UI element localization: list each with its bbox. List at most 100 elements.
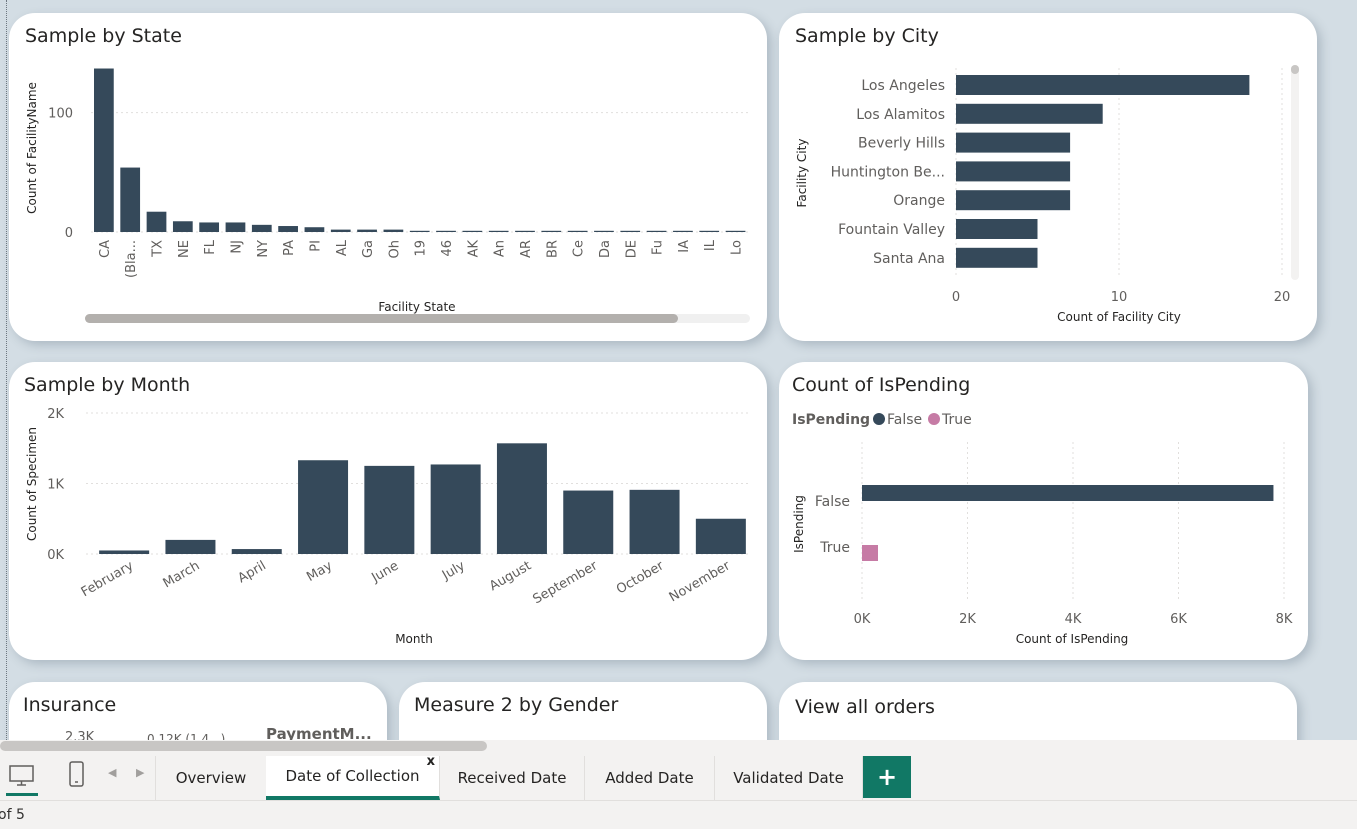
x-tick-label: April bbox=[236, 558, 269, 586]
x-tick-label: An bbox=[493, 240, 508, 257]
mobile-icon[interactable] bbox=[66, 760, 88, 790]
y-tick-label: Los Alamitos bbox=[856, 107, 945, 123]
y-axis-title: Count of FacilityName bbox=[25, 82, 39, 214]
bar bbox=[673, 230, 693, 232]
tab-added-date[interactable]: Added Date bbox=[585, 756, 715, 800]
y-tick-label: 0 bbox=[65, 226, 73, 241]
x-tick-label: PI bbox=[308, 240, 323, 252]
x-tick-label: 2K bbox=[959, 612, 976, 627]
x-tick-label: AL bbox=[335, 239, 350, 256]
bar bbox=[120, 167, 141, 232]
y-tick-label: False bbox=[815, 494, 850, 510]
bar bbox=[304, 227, 325, 232]
x-tick-label: TX bbox=[151, 240, 166, 258]
card-sample-by-month[interactable]: Sample by Month 0K 1K 2K February March April… bbox=[9, 362, 767, 660]
x-tick-label: November bbox=[667, 558, 734, 605]
scrollbar-thumb[interactable] bbox=[85, 314, 678, 323]
bar bbox=[488, 230, 509, 232]
chart-sample-by-city[interactable]: 0 10 20 Los Angeles Los Alamitos Beverly Hill… bbox=[779, 13, 1317, 341]
bar bbox=[94, 68, 114, 232]
chevron-left-icon[interactable]: ◀ bbox=[108, 766, 117, 779]
tab-divider bbox=[155, 756, 156, 800]
bar bbox=[629, 489, 680, 554]
bar bbox=[165, 539, 216, 554]
bar bbox=[409, 230, 430, 232]
bar bbox=[357, 229, 377, 232]
chart-sample-by-state[interactable]: 0 100 CA (Bla... TX NE FL NJ NY PA PI AL Ga Oh 19 46 AK A… bbox=[9, 13, 767, 341]
chevron-right-icon[interactable]: ▶ bbox=[136, 766, 145, 779]
bar bbox=[298, 460, 349, 554]
tab-overview[interactable]: Overview bbox=[156, 756, 267, 800]
bar bbox=[699, 230, 720, 232]
card-sample-by-city[interactable]: Sample by City 0 10 20 Los Angeles Los Alami… bbox=[779, 13, 1317, 341]
bar bbox=[225, 222, 246, 232]
y-tick-label: Santa Ana bbox=[873, 251, 945, 267]
bar bbox=[646, 230, 667, 232]
x-tick-label: 4K bbox=[1065, 612, 1082, 627]
bar bbox=[383, 229, 404, 232]
tab-received-date[interactable]: Received Date bbox=[440, 756, 585, 800]
status-bar: of 5 bbox=[0, 800, 1357, 829]
canvas-horizontal-scrollbar[interactable] bbox=[0, 741, 487, 751]
x-tick-label: May bbox=[304, 558, 335, 585]
bar bbox=[462, 230, 483, 232]
card-count-of-ispending[interactable]: Count of IsPending IsPending False True 0K 2… bbox=[779, 362, 1308, 660]
x-tick-label: NY bbox=[256, 240, 271, 258]
x-tick-label: 10 bbox=[1111, 290, 1128, 305]
tab-date-of-collection[interactable]: Date of Collection x bbox=[266, 754, 440, 800]
bar bbox=[172, 221, 193, 232]
card-title: Sample by State bbox=[25, 25, 182, 47]
card-title: View all orders bbox=[795, 696, 935, 718]
desktop-icon[interactable] bbox=[6, 756, 38, 796]
bar bbox=[594, 230, 614, 232]
x-tick-label: BR bbox=[545, 240, 560, 258]
card-sample-by-state[interactable]: Sample by State 0 100 CA (Bla... TX NE FL NJ NY P… bbox=[9, 13, 767, 341]
y-tick-label: 0K bbox=[47, 548, 64, 563]
x-axis-title: Facility State bbox=[378, 300, 455, 314]
x-tick-label: AK bbox=[466, 240, 481, 258]
card-title: Measure 2 by Gender bbox=[414, 694, 619, 716]
x-tick-label: March bbox=[161, 558, 203, 591]
bar bbox=[496, 443, 547, 554]
y-tick-label: Los Angeles bbox=[861, 78, 945, 94]
y-tick-label: 100 bbox=[48, 107, 73, 122]
add-page-button[interactable]: + bbox=[863, 756, 911, 798]
x-tick-label: June bbox=[368, 558, 401, 586]
y-tick-label: Orange bbox=[893, 193, 945, 209]
bar bbox=[956, 219, 1038, 239]
y-tick-label: Huntington Be... bbox=[831, 164, 945, 180]
y-tick-label: Beverly Hills bbox=[858, 136, 945, 152]
bar bbox=[199, 222, 220, 232]
bar bbox=[956, 75, 1250, 95]
x-tick-label: September bbox=[531, 558, 601, 607]
bar bbox=[956, 190, 1071, 211]
close-tab-icon[interactable]: x bbox=[426, 754, 435, 769]
card-title: Sample by City bbox=[795, 25, 939, 47]
bar bbox=[231, 549, 282, 554]
x-tick-label: IL bbox=[703, 239, 718, 251]
tab-validated-date[interactable]: Validated Date bbox=[715, 756, 863, 800]
bar bbox=[862, 545, 878, 561]
chart-sample-by-month[interactable]: 0K 1K 2K February March April May June July Augus… bbox=[9, 362, 767, 660]
bar bbox=[146, 211, 167, 232]
scrollbar-thumb[interactable] bbox=[1291, 65, 1299, 74]
x-tick-label: AR bbox=[519, 240, 534, 258]
x-tick-label: Ga bbox=[361, 240, 376, 258]
x-tick-label: 8K bbox=[1276, 612, 1293, 627]
x-tick-label: 0K bbox=[854, 612, 871, 627]
bar bbox=[251, 224, 272, 232]
bar bbox=[620, 230, 641, 232]
x-tick-label: 19 bbox=[414, 240, 429, 257]
bar bbox=[956, 247, 1038, 268]
x-axis-title: Month bbox=[395, 632, 433, 646]
x-axis-title: Count of Facility City bbox=[1057, 310, 1181, 324]
bar bbox=[330, 229, 351, 232]
chart-count-of-ispending[interactable]: IsPending False True 0K 2K 4K 6K 8K False True Cou… bbox=[779, 362, 1308, 660]
card-title: Insurance bbox=[23, 694, 117, 716]
card-title: Count of IsPending bbox=[792, 374, 971, 396]
y-tick-label: 2K bbox=[47, 407, 64, 422]
x-tick-label: October bbox=[614, 558, 667, 597]
bar bbox=[364, 465, 415, 554]
y-tick-label: Fountain Valley bbox=[838, 222, 945, 238]
x-tick-label: 6K bbox=[1170, 612, 1187, 627]
